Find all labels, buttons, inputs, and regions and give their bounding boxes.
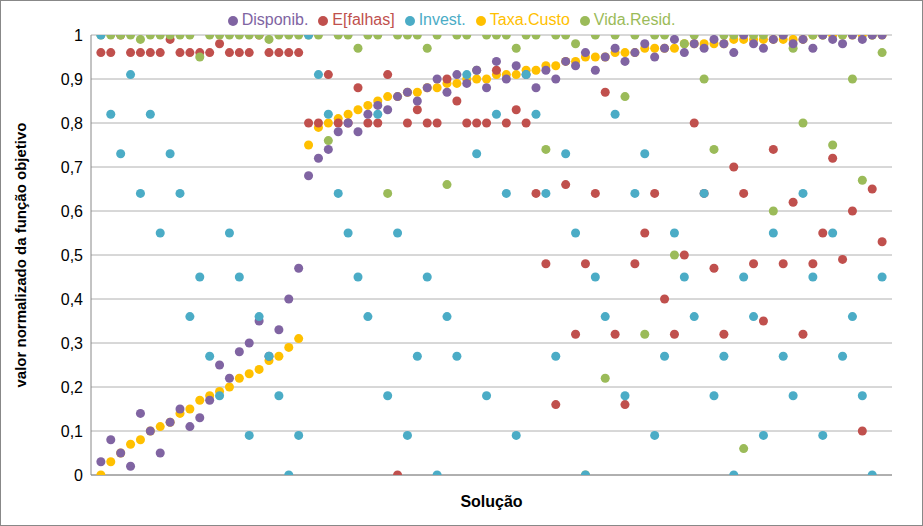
svg-text:0,4: 0,4 bbox=[61, 291, 83, 308]
html-text:Invest.: Invest. bbox=[418, 11, 466, 28]
svg-text:0,5: 0,5 bbox=[61, 247, 83, 264]
svg-text:0,6: 0,6 bbox=[61, 203, 83, 220]
svg-text:Solução: Solução bbox=[460, 493, 522, 510]
svg-text:0,1: 0,1 bbox=[61, 423, 83, 440]
html-text:E[falhas]: E[falhas] bbox=[332, 11, 395, 28]
html-text:Taxa.Custo: Taxa.Custo bbox=[489, 11, 570, 28]
svg-text:0,9: 0,9 bbox=[61, 71, 83, 88]
html-text:Vida.Resid.: Vida.Resid. bbox=[593, 11, 676, 28]
html-text:Disponib.: Disponib. bbox=[241, 11, 309, 28]
svg-text:1: 1 bbox=[74, 27, 83, 44]
svg-text:valor normalizado da função ob: valor normalizado da função objetivo bbox=[12, 122, 29, 387]
svg-text:0,8: 0,8 bbox=[61, 115, 83, 132]
svg-text:0,3: 0,3 bbox=[61, 335, 83, 352]
svg-text:0,7: 0,7 bbox=[61, 159, 83, 176]
svg-text:0: 0 bbox=[74, 467, 83, 484]
svg-text:0,2: 0,2 bbox=[61, 379, 83, 396]
